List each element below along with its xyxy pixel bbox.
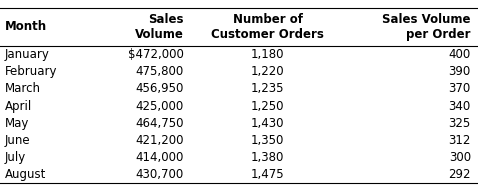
Text: 414,000: 414,000 — [136, 151, 184, 164]
Text: March: March — [5, 82, 41, 95]
Text: 1,180: 1,180 — [251, 48, 284, 61]
Text: 312: 312 — [448, 134, 471, 147]
Text: 370: 370 — [448, 82, 471, 95]
Text: August: August — [5, 168, 46, 181]
Text: April: April — [5, 100, 32, 112]
Text: 464,750: 464,750 — [136, 117, 184, 130]
Text: July: July — [5, 151, 26, 164]
Text: 340: 340 — [448, 100, 471, 112]
Text: 1,380: 1,380 — [251, 151, 284, 164]
Text: 475,800: 475,800 — [136, 65, 184, 78]
Text: February: February — [5, 65, 57, 78]
Text: 300: 300 — [449, 151, 471, 164]
Text: 390: 390 — [448, 65, 471, 78]
Text: 292: 292 — [448, 168, 471, 181]
Text: Month: Month — [5, 20, 47, 33]
Text: 1,220: 1,220 — [251, 65, 284, 78]
Text: 1,475: 1,475 — [251, 168, 284, 181]
Text: 1,250: 1,250 — [251, 100, 284, 112]
Text: 400: 400 — [448, 48, 471, 61]
Text: 325: 325 — [448, 117, 471, 130]
Text: 1,430: 1,430 — [251, 117, 284, 130]
Text: Number of
Customer Orders: Number of Customer Orders — [211, 13, 324, 41]
Text: 1,350: 1,350 — [251, 134, 284, 147]
Text: May: May — [5, 117, 29, 130]
Text: $472,000: $472,000 — [128, 48, 184, 61]
Text: June: June — [5, 134, 31, 147]
Text: 430,700: 430,700 — [136, 168, 184, 181]
Text: 421,200: 421,200 — [136, 134, 184, 147]
Text: 425,000: 425,000 — [136, 100, 184, 112]
Text: Sales Volume
per Order: Sales Volume per Order — [382, 13, 471, 41]
Text: 1,235: 1,235 — [251, 82, 284, 95]
Text: Sales
Volume: Sales Volume — [135, 13, 184, 41]
Text: 456,950: 456,950 — [136, 82, 184, 95]
Text: January: January — [5, 48, 50, 61]
